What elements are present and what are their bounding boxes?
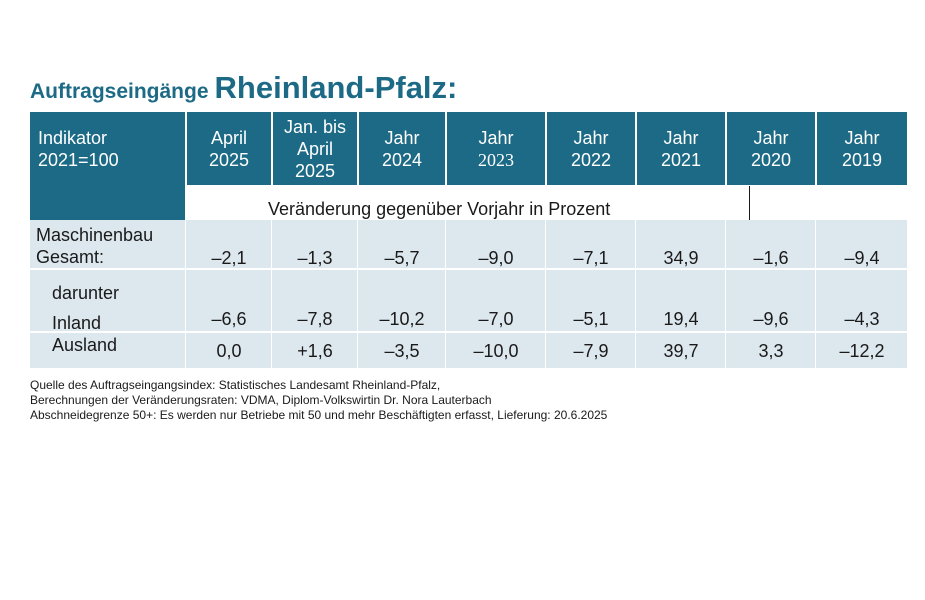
table-cell: –9,4 [844, 248, 880, 268]
table-cell: –2,1 [211, 248, 247, 268]
column-header-line: 2019 [841, 149, 883, 170]
table-cell: 0,0 [216, 341, 242, 361]
table-cell: –10,2 [379, 309, 425, 329]
column-header-jan-april-2025: Jan. bis April 2025 [273, 112, 357, 185]
column-header-line: April [210, 127, 247, 148]
indicator-header-line: Indikator [38, 127, 108, 148]
row-divider [30, 331, 907, 333]
table-cell: 34,9 [663, 248, 699, 268]
footnote-source: Quelle des Auftragseingangsindex: Statis… [30, 378, 441, 392]
table-cell: –7,9 [573, 341, 609, 361]
table-cell: –7,1 [573, 248, 609, 268]
column-header-2020: Jahr 2020 [727, 112, 815, 185]
table-cell: –10,0 [473, 341, 519, 361]
table-cell: –1,3 [297, 248, 333, 268]
footnote-threshold: Abschneidegrenze 50+: Es werden nur Betr… [30, 408, 608, 422]
column-header-line: 2021 [660, 149, 702, 170]
row-divider [30, 268, 907, 270]
footnotes: Quelle des Auftragseingangsindex: Statis… [30, 378, 607, 423]
indicator-header-line: 2021=100 [38, 149, 119, 170]
table-cell: 3,3 [758, 341, 784, 361]
table-cell: 19,4 [663, 309, 699, 329]
column-header-line: Jahr [384, 127, 420, 148]
table-cell: –7,8 [297, 309, 333, 329]
table-cell: +1,6 [297, 341, 333, 361]
table-cell: –4,3 [844, 309, 880, 329]
page-title: Auftragseingänge Rheinland-Pfalz: [30, 70, 457, 106]
column-header-2024: Jahr 2024 [359, 112, 445, 185]
column-header-line: 2025 [294, 160, 336, 181]
table-cell: –1,6 [753, 248, 789, 268]
table-subtitle: Veränderung gegenüber Vorjahr in Prozent [268, 199, 611, 219]
table-cell: 39,7 [663, 341, 699, 361]
subtitle-divider [749, 186, 750, 220]
indicator-header-extension [30, 185, 185, 220]
table-cell: –5,1 [573, 309, 609, 329]
table-cell: –6,6 [211, 309, 247, 329]
column-header-2019: Jahr 2019 [817, 112, 907, 185]
column-divider [445, 220, 446, 368]
table-body [30, 220, 907, 368]
column-divider [545, 220, 546, 368]
indicator-header: Indikator 2021=100 [30, 112, 185, 185]
column-divider [815, 220, 816, 368]
column-divider [725, 220, 726, 368]
column-header-line: 2024 [381, 149, 423, 170]
row-label-line: Ausland [52, 335, 118, 355]
row-label-line: Maschinenbau [36, 225, 154, 245]
column-divider [271, 220, 272, 368]
column-header-line: Jahr [844, 127, 880, 148]
column-header-line: Jahr [573, 127, 609, 148]
title-prefix: Auftragseingänge [30, 80, 209, 103]
table-cell: –5,7 [384, 248, 420, 268]
column-header-line: 2022 [570, 149, 612, 170]
column-divider [635, 220, 636, 368]
column-header-line: Jahr [478, 127, 514, 148]
column-header-2023: Jahr 2023 [447, 112, 545, 185]
row-label-line: Gesamt: [36, 247, 105, 267]
column-header-line: Jahr [663, 127, 699, 148]
column-header-line: 2025 [208, 149, 250, 170]
table-cell: –7,0 [478, 309, 514, 329]
column-header-april-2025: April 2025 [187, 112, 271, 185]
row-label-ausland: Ausland [52, 334, 117, 356]
table-cell: –9,0 [478, 248, 514, 268]
column-header-2022: Jahr 2022 [547, 112, 635, 185]
table-cell: –12,2 [839, 341, 885, 361]
row-label-line: darunter [52, 283, 120, 303]
column-header-2021: Jahr 2021 [637, 112, 725, 185]
row-label-inland: darunter Inland [52, 278, 119, 338]
column-header-line: Jahr [753, 127, 789, 148]
column-header-line: Jan. bis [283, 116, 347, 137]
column-divider [185, 220, 186, 368]
title-main: Rheinland-Pfalz: [214, 70, 458, 105]
column-header-line: 2020 [750, 149, 792, 170]
table-cell: –3,5 [384, 341, 420, 361]
footnote-calculation: Berechnungen der Veränderungsraten: VDMA… [30, 393, 492, 407]
column-header-line: April [296, 138, 333, 159]
row-label-maschinenbau-gesamt: Maschinenbau Gesamt: [36, 224, 153, 268]
column-header-line: 2023 [478, 149, 514, 170]
table-cell: –9,6 [753, 309, 789, 329]
column-divider [357, 220, 358, 368]
row-label-line: Inland [52, 313, 102, 333]
